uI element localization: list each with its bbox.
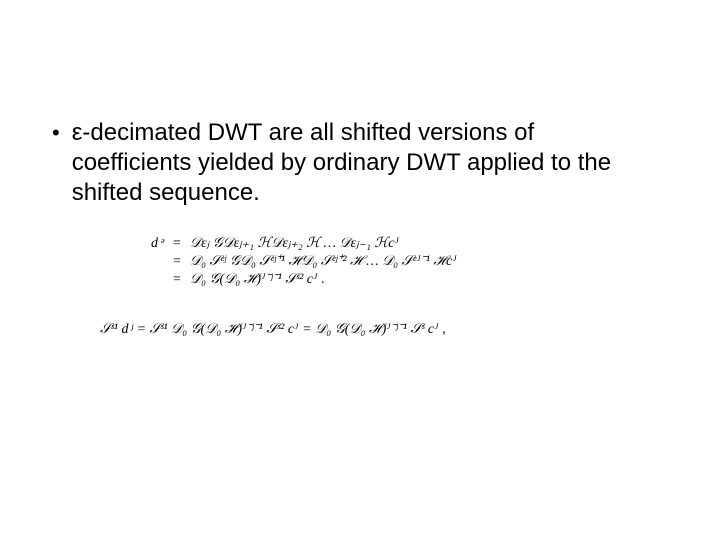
equation-line-2: 𝒮ˢ¹ d ʲ = 𝒮ˢ¹ 𝒟₀ 𝒢(𝒟₀ ℋ)ᴶ⁻ʲ⁻¹ 𝒮ˢ² cᴶ = 𝒟… bbox=[100, 322, 640, 338]
slide: • ε-decimated DWT are all shifted versio… bbox=[0, 0, 720, 540]
equation-row: d ᵊ = 𝒟εⱼ 𝒢𝒟εⱼ₊₁ ℋ𝒟εⱼ₊₂ ℋ … 𝒟εⱼ₋₁ ℋcᴶ bbox=[140, 235, 580, 252]
bullet-text: ε-decimated DWT are all shifted versions… bbox=[72, 118, 652, 208]
equation-row: = 𝒟₀ 𝒮ᵉʲ 𝒢𝒟₀ 𝒮ᵉʲ⁺¹ ℋ𝒟₀ 𝒮ᵉʲ⁺² ℋ … 𝒟₀ 𝒮ᵉᴶ⁻… bbox=[140, 254, 580, 270]
equals-sign: = bbox=[170, 254, 184, 270]
equation-rhs: 𝒟₀ 𝒢(𝒟₀ ℋ)ᴶ⁻ʲ⁻¹ 𝒮ˢ² cᴶ . bbox=[184, 272, 580, 288]
equation-block-1: d ᵊ = 𝒟εⱼ 𝒢𝒟εⱼ₊₁ ℋ𝒟εⱼ₊₂ ℋ … 𝒟εⱼ₋₁ ℋcᴶ = … bbox=[140, 235, 580, 290]
equation-rhs: 𝒟₀ 𝒮ᵉʲ 𝒢𝒟₀ 𝒮ᵉʲ⁺¹ ℋ𝒟₀ 𝒮ᵉʲ⁺² ℋ … 𝒟₀ 𝒮ᵉᴶ⁻¹ … bbox=[184, 254, 580, 270]
equation-lhs: d ᵊ bbox=[140, 236, 170, 252]
equation-row: = 𝒟₀ 𝒢(𝒟₀ ℋ)ᴶ⁻ʲ⁻¹ 𝒮ˢ² cᴶ . bbox=[140, 272, 580, 288]
bullet-marker-icon: • bbox=[52, 118, 60, 148]
equals-sign: = bbox=[170, 236, 184, 252]
equation-rhs: 𝒟εⱼ 𝒢𝒟εⱼ₊₁ ℋ𝒟εⱼ₊₂ ℋ … 𝒟εⱼ₋₁ ℋcᴶ bbox=[184, 235, 580, 252]
equals-sign: = bbox=[170, 272, 184, 288]
bullet-block: • ε-decimated DWT are all shifted versio… bbox=[52, 118, 652, 208]
bullet-item: • ε-decimated DWT are all shifted versio… bbox=[52, 118, 652, 208]
